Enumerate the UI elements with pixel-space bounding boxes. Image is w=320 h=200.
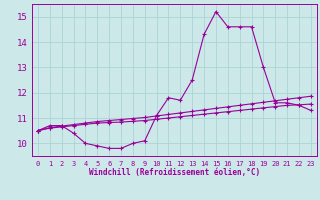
X-axis label: Windchill (Refroidissement éolien,°C): Windchill (Refroidissement éolien,°C) bbox=[89, 168, 260, 177]
